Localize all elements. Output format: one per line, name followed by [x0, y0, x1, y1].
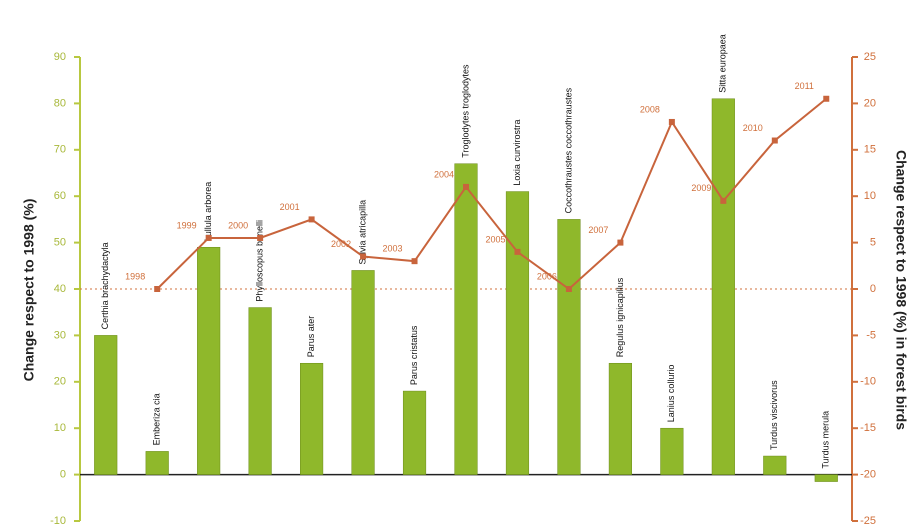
line-marker — [771, 137, 778, 144]
bar-category-label: Regulus ignicapillus — [615, 277, 625, 357]
line-marker — [565, 286, 572, 292]
point-label: 2003 — [383, 244, 403, 254]
y-axis-title: Change respect to 1998 (%) — [21, 199, 37, 382]
point-label: 2007 — [588, 225, 608, 235]
y2-tick-label: -5 — [866, 329, 876, 341]
bar-category-label: Parus ater — [306, 316, 316, 358]
line-marker — [411, 258, 418, 265]
bar-category-label: Parus cristatus — [409, 325, 419, 385]
y-tick-label: 10 — [54, 422, 66, 434]
y-tick-label: 80 — [54, 97, 66, 109]
bar — [660, 427, 684, 475]
y2-tick-label: 15 — [864, 144, 876, 156]
point-label: 2009 — [691, 183, 711, 193]
y2-tick-label: -20 — [860, 469, 876, 481]
y-tick-label: 70 — [54, 144, 66, 156]
bar-category-label: Phylloscopus bonelli — [255, 220, 265, 302]
y-tick-label: 40 — [54, 283, 66, 295]
bar-category-label: Sylvia atricapilla — [357, 200, 367, 265]
line-marker — [205, 234, 212, 241]
point-label: 2010 — [743, 123, 763, 133]
line-marker — [823, 95, 830, 102]
y2-tick-label: 25 — [864, 51, 876, 63]
y2-tick-label: -25 — [860, 515, 876, 527]
y-tick-label: 50 — [54, 237, 66, 249]
y-tick-label: -10 — [50, 515, 66, 527]
bar — [505, 191, 530, 475]
bar — [814, 474, 838, 482]
y2-tick-label: 5 — [870, 237, 876, 249]
line-marker — [257, 234, 264, 241]
point-label: 2008 — [640, 104, 660, 114]
bar-category-label: Loxia curvirostra — [512, 120, 522, 186]
y-tick-label: 30 — [54, 329, 66, 341]
y-tick-label: 0 — [60, 469, 66, 481]
point-label: 2000 — [228, 220, 248, 230]
bar — [145, 451, 169, 475]
bar-category-label: Troglodytes troglodytes — [460, 64, 470, 158]
bar-category-label: Lullula arborea — [203, 182, 213, 242]
line-marker — [308, 216, 315, 223]
bar — [300, 362, 324, 475]
bar-category-label: Turdus merula — [821, 411, 831, 469]
bar — [454, 163, 478, 475]
bar-category-label: Sitta europaea — [718, 34, 728, 93]
bar-category-label: Lanius collurio — [666, 365, 676, 423]
line-marker — [154, 286, 161, 292]
point-label: 2004 — [434, 169, 454, 179]
point-label: 2011 — [795, 81, 814, 91]
bar — [711, 98, 735, 475]
bar-category-label: Turdus viscivorus — [769, 380, 779, 450]
y2-tick-label: 20 — [864, 97, 876, 109]
point-label: 2005 — [485, 234, 505, 244]
line-marker — [514, 248, 521, 255]
y2-tick-label: 10 — [864, 190, 876, 202]
point-label: 1998 — [125, 271, 145, 281]
y-tick-label: 90 — [54, 51, 66, 63]
point-label: 2002 — [331, 239, 351, 249]
y2-tick-label: 0 — [870, 283, 876, 295]
line-marker — [463, 183, 469, 190]
line-marker — [617, 239, 624, 246]
bar — [763, 455, 787, 475]
bar — [197, 246, 221, 475]
line — [156, 97, 827, 291]
bar — [402, 390, 427, 475]
point-label: 2006 — [537, 271, 557, 281]
bar — [557, 219, 581, 475]
y2-tick-label: -15 — [860, 422, 876, 434]
y-tick-label: 60 — [54, 190, 66, 202]
bar-category-label: Emberiza cia — [152, 393, 162, 445]
line-marker — [360, 253, 367, 260]
bar — [351, 270, 375, 475]
point-label: 1999 — [177, 220, 197, 230]
y2-axis-title: Change respect to 1998 (%) in forest bir… — [893, 150, 909, 430]
bar — [248, 307, 272, 475]
y2-tick-label: -10 — [860, 376, 876, 388]
bar — [94, 335, 118, 475]
line-marker — [720, 197, 727, 204]
bar — [608, 362, 632, 475]
point-label: 2001 — [280, 202, 300, 212]
bar-category-label: Certhia brachydactyla — [100, 242, 110, 329]
bar-category-label: Coccothraustes coccothraustes — [563, 87, 573, 213]
y-tick-label: 20 — [54, 376, 66, 388]
line-marker — [668, 118, 675, 125]
